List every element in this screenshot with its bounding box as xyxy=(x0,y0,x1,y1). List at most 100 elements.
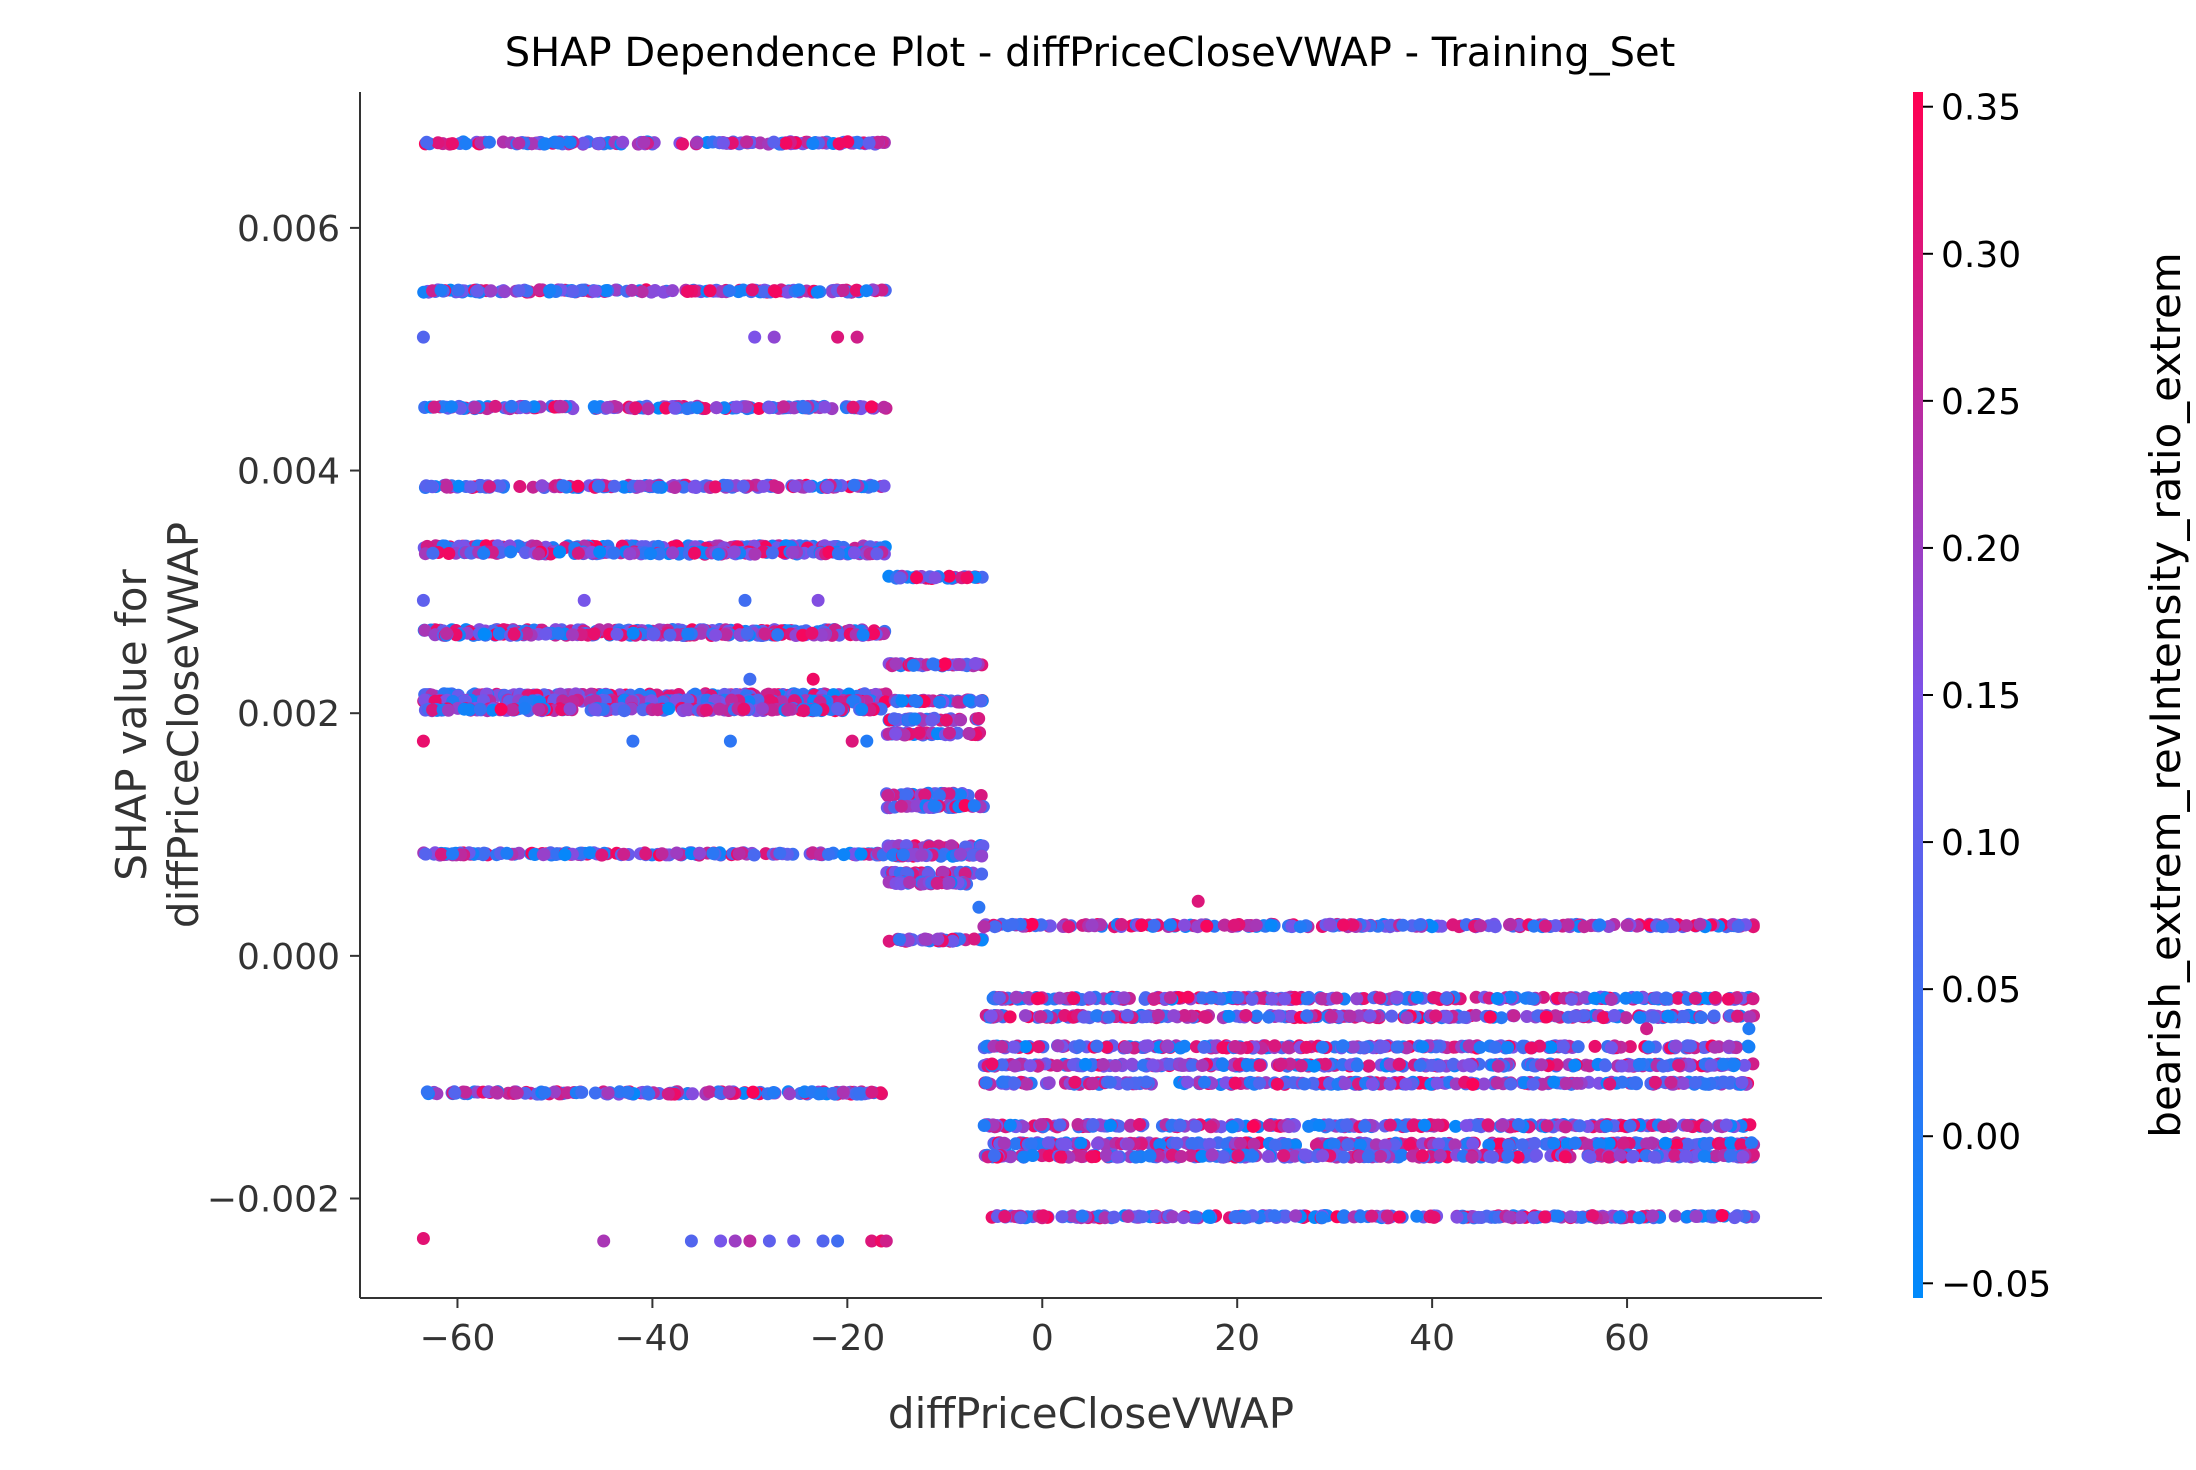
data-point xyxy=(510,1086,524,1100)
data-point xyxy=(1195,1059,1209,1072)
data-point xyxy=(1538,919,1552,933)
data-point xyxy=(1693,917,1707,931)
data-point xyxy=(730,400,744,414)
data-point xyxy=(1608,1009,1621,1022)
data-point xyxy=(1568,1136,1582,1150)
data-point xyxy=(854,847,868,861)
data-point xyxy=(1526,1077,1540,1091)
data-point xyxy=(1147,918,1161,932)
data-point xyxy=(910,799,924,813)
data-point xyxy=(1174,1041,1187,1055)
data-point xyxy=(476,848,490,862)
data-point xyxy=(1680,1119,1694,1132)
data-point xyxy=(1077,1010,1091,1024)
data-point xyxy=(877,400,891,414)
data-point xyxy=(1526,992,1540,1006)
data-point xyxy=(712,702,726,716)
data-point xyxy=(709,628,723,642)
data-point xyxy=(984,1009,998,1023)
data-point xyxy=(1361,1150,1375,1164)
data-point xyxy=(681,627,695,641)
data-point xyxy=(1466,1137,1480,1151)
data-point xyxy=(512,136,526,150)
data-point xyxy=(518,701,532,715)
data-point xyxy=(1009,990,1023,1004)
data-point xyxy=(607,479,621,493)
data-point xyxy=(1059,1137,1072,1151)
data-point xyxy=(1588,991,1602,1005)
data-point xyxy=(629,401,643,415)
data-point xyxy=(637,135,651,149)
data-point xyxy=(1640,1137,1654,1151)
data-point xyxy=(593,545,607,559)
data-point xyxy=(907,658,920,672)
data-point xyxy=(1559,1120,1573,1134)
data-point xyxy=(985,1057,999,1071)
data-point xyxy=(641,402,655,416)
data-point xyxy=(1410,1209,1424,1223)
data-point xyxy=(1268,1039,1282,1053)
data-point xyxy=(1253,1059,1267,1072)
data-point xyxy=(587,627,601,641)
data-point xyxy=(926,657,940,671)
data-point xyxy=(1008,1059,1022,1073)
data-point xyxy=(1350,1059,1364,1073)
data-point xyxy=(1457,1010,1471,1024)
data-point xyxy=(1139,1075,1153,1089)
data-point xyxy=(1632,1057,1646,1071)
data-point xyxy=(1679,1149,1693,1163)
data-point xyxy=(969,657,982,670)
data-point xyxy=(1604,1041,1618,1055)
data-point xyxy=(765,703,779,717)
data-point xyxy=(1743,1010,1756,1024)
data-point xyxy=(1694,1010,1708,1024)
data-point xyxy=(459,137,473,151)
data-point xyxy=(566,284,580,298)
data-point xyxy=(1619,991,1633,1005)
data-point xyxy=(1473,919,1487,933)
data-point xyxy=(832,702,846,716)
data-point xyxy=(1664,1075,1678,1089)
data-point xyxy=(574,628,588,642)
data-point xyxy=(1262,1010,1276,1024)
data-point xyxy=(420,1085,434,1099)
data-point xyxy=(1034,1010,1048,1024)
data-point xyxy=(806,137,820,150)
data-point xyxy=(1135,918,1149,932)
data-point xyxy=(936,865,950,879)
data-point xyxy=(1274,1057,1288,1071)
data-point xyxy=(616,135,630,149)
data-point xyxy=(488,399,502,413)
data-point xyxy=(563,135,577,149)
data-point xyxy=(636,703,650,717)
data-point xyxy=(809,703,823,717)
data-point xyxy=(1119,1040,1133,1054)
data-point xyxy=(617,847,631,861)
data-point xyxy=(977,920,991,934)
data-point xyxy=(1708,1040,1722,1054)
data-point xyxy=(757,285,771,299)
data-point xyxy=(1588,1039,1602,1053)
data-point xyxy=(687,480,701,494)
data-point xyxy=(473,702,487,716)
data-point xyxy=(1539,1010,1553,1024)
data-point xyxy=(651,480,665,494)
data-point xyxy=(836,1085,850,1099)
data-point xyxy=(1161,1039,1175,1053)
data-point xyxy=(489,1085,503,1099)
data-point xyxy=(482,135,496,149)
data-point xyxy=(1416,1040,1429,1054)
data-point xyxy=(1282,1120,1296,1134)
data-point xyxy=(659,401,673,415)
data-point xyxy=(644,547,657,561)
data-point xyxy=(1429,1009,1443,1023)
data-point xyxy=(925,713,939,727)
data-point xyxy=(1341,1138,1355,1152)
data-point xyxy=(1573,1119,1587,1133)
data-point xyxy=(1338,1077,1352,1091)
data-point xyxy=(551,626,565,640)
data-point xyxy=(601,1086,615,1100)
data-point xyxy=(483,480,496,494)
data-point xyxy=(740,135,754,149)
